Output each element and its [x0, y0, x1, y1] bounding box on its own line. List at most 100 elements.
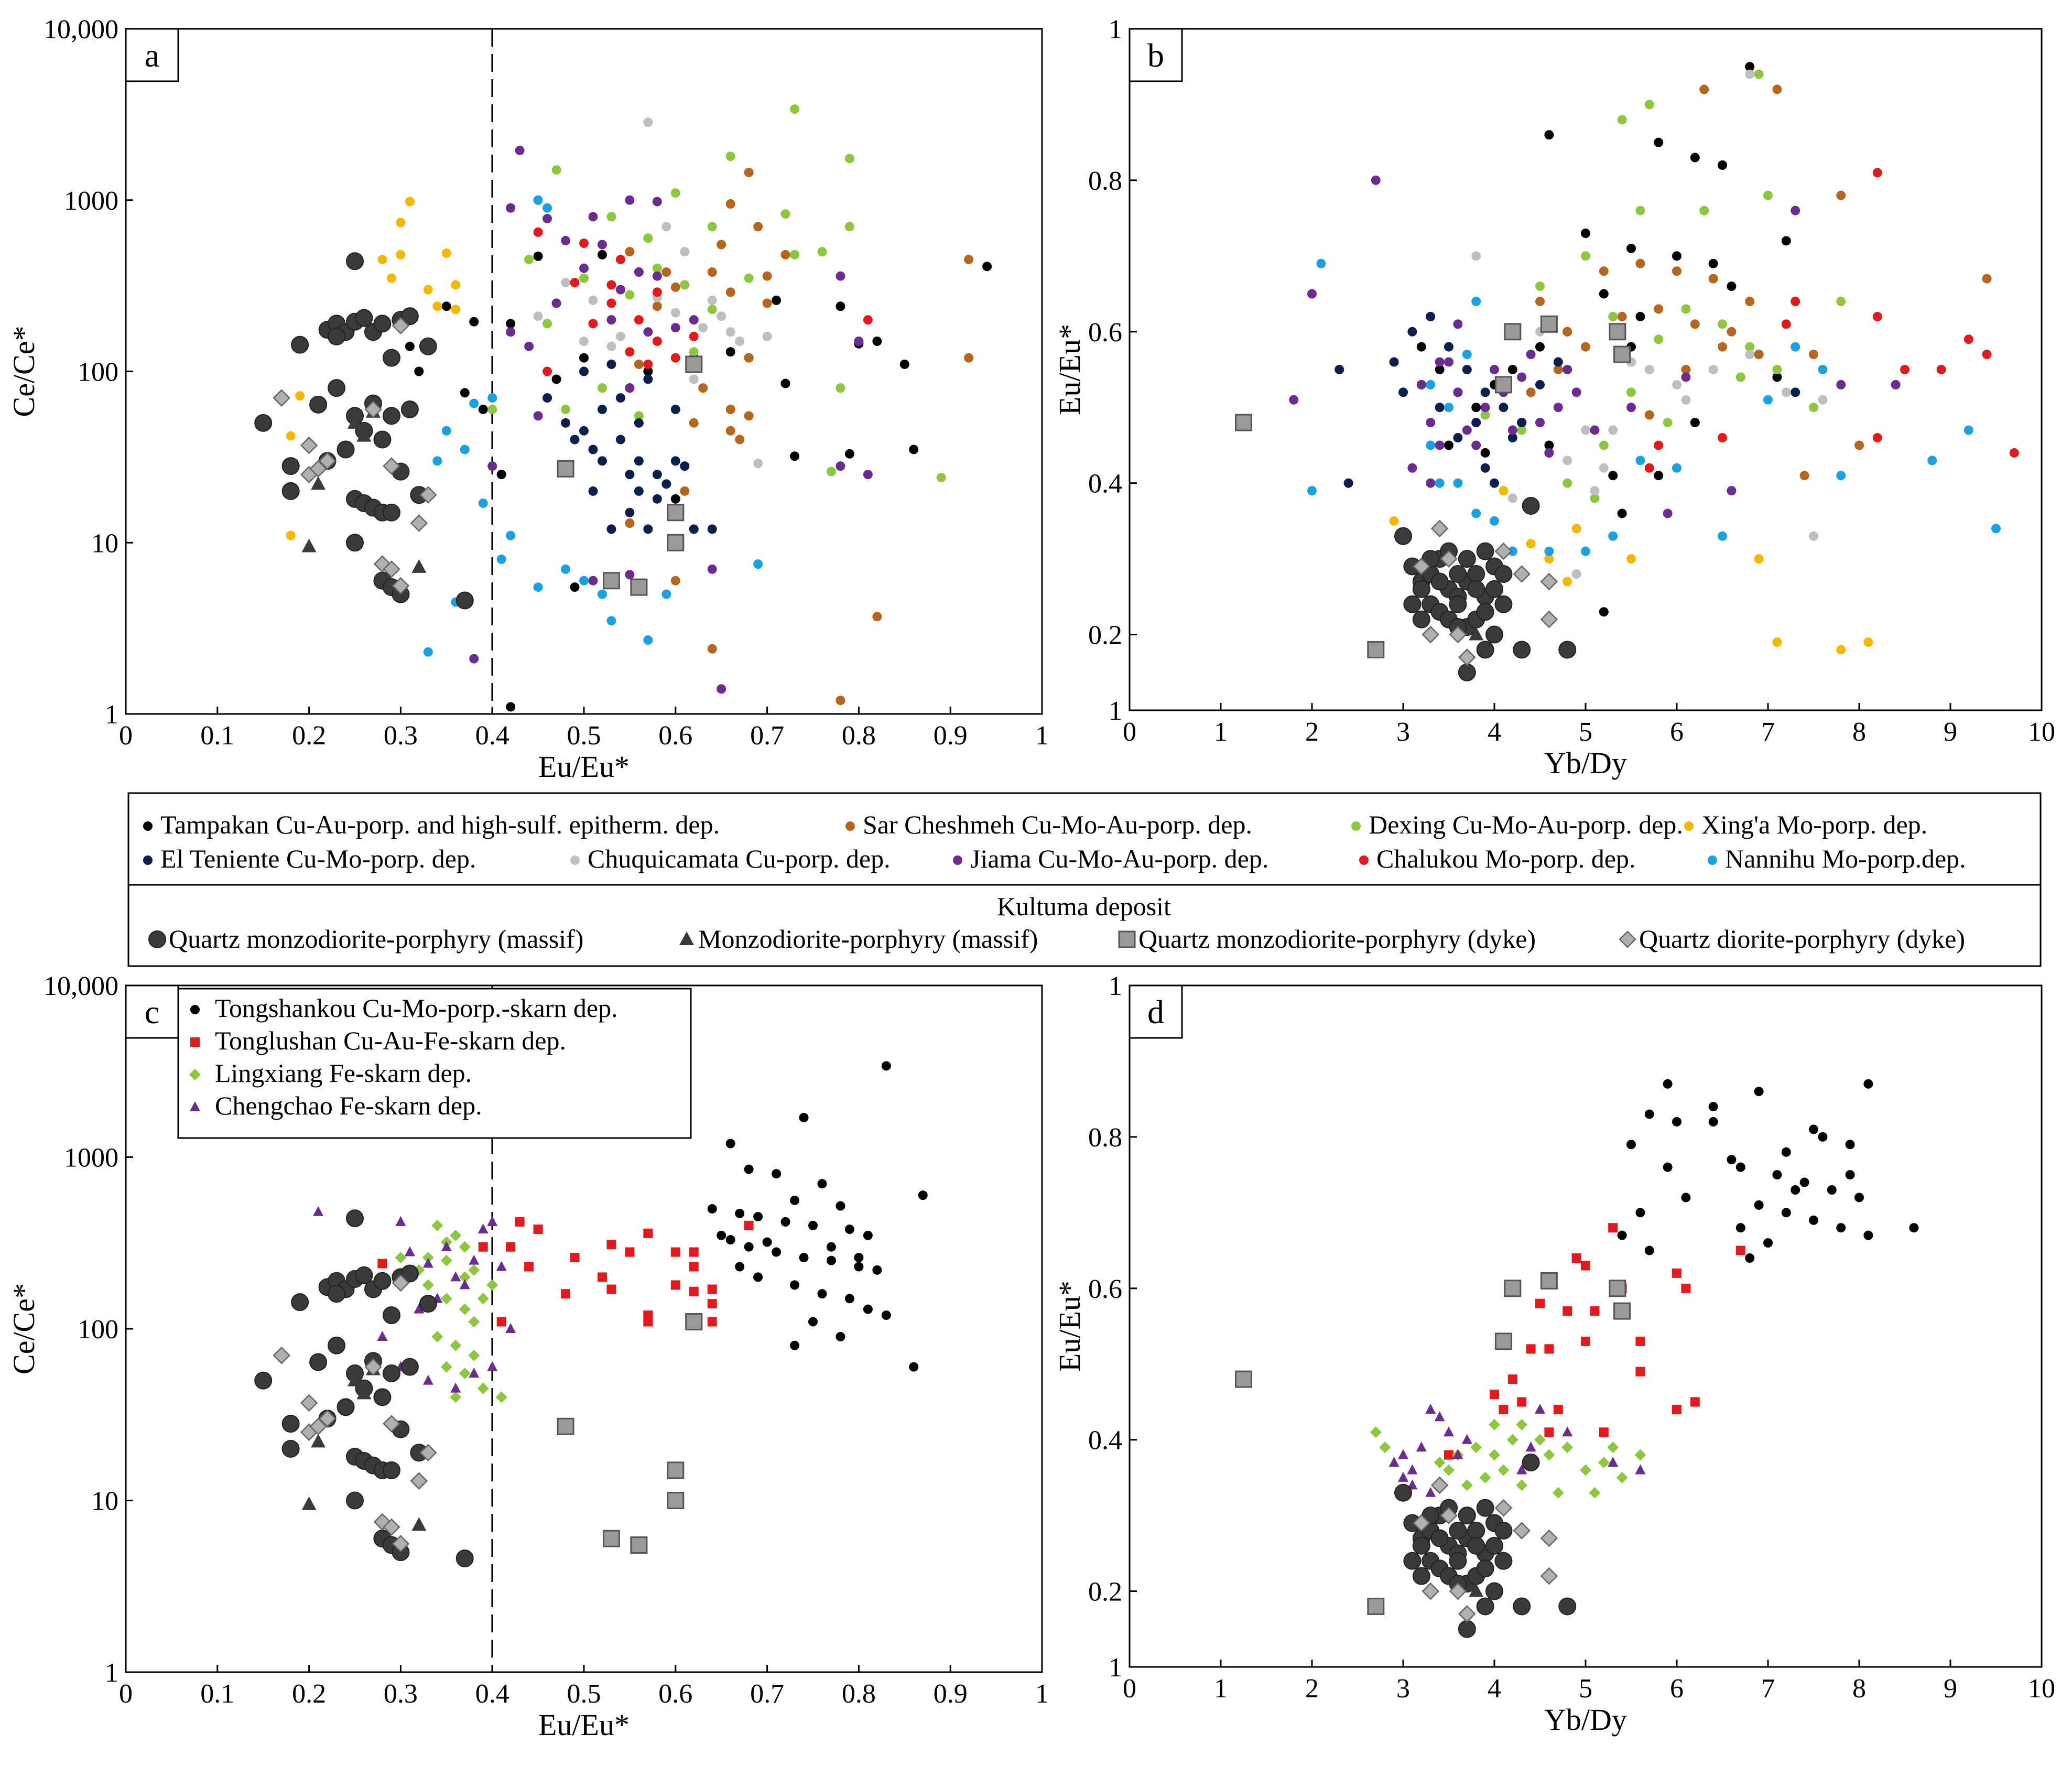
- data-point: [1635, 258, 1645, 268]
- data-point: [936, 473, 946, 483]
- data-point: [1809, 350, 1818, 360]
- panel-label: d: [1147, 993, 1164, 1031]
- data-point: [1599, 1427, 1609, 1437]
- data-point: [836, 271, 845, 281]
- data-point: [1307, 486, 1317, 496]
- data-point: [1663, 418, 1673, 428]
- data-point: [1672, 251, 1682, 261]
- data-point: [735, 336, 745, 346]
- data-point: [625, 518, 635, 528]
- y-tick-label: 0.6: [1088, 1274, 1122, 1304]
- data-point: [1891, 380, 1901, 389]
- data-point: [1590, 425, 1600, 435]
- data-point: [643, 327, 653, 337]
- y-axis-title: Ce/Ce*: [7, 326, 41, 417]
- data-point: [588, 319, 598, 329]
- data-point: [1367, 641, 1385, 658]
- data-point: [1562, 1426, 1573, 1437]
- x-tick-label: 0: [1123, 1674, 1136, 1704]
- data-point: [1553, 1404, 1563, 1414]
- data-point: [685, 1313, 703, 1330]
- panel-label-box: [1129, 28, 1183, 82]
- data-point: [707, 305, 717, 315]
- data-point: [863, 1304, 873, 1314]
- data-point: [189, 1069, 201, 1080]
- data-point: [1367, 1597, 1385, 1615]
- x-tick-label: 1: [1035, 1679, 1049, 1709]
- panel-label: a: [145, 37, 159, 74]
- data-point: [1654, 334, 1664, 344]
- data-point: [1476, 641, 1494, 659]
- data-point: [725, 199, 735, 209]
- data-point: [1544, 130, 1554, 140]
- data-point: [1672, 463, 1682, 473]
- data-point: [469, 398, 479, 408]
- data-point: [1634, 1449, 1646, 1461]
- data-point: [1412, 1567, 1430, 1585]
- data-point: [419, 1295, 437, 1313]
- data-point: [1599, 607, 1609, 617]
- data-point: [561, 418, 571, 428]
- data-point: [1413, 1514, 1430, 1532]
- data-point: [1571, 524, 1581, 534]
- data-point: [506, 530, 516, 540]
- data-point: [1644, 365, 1654, 374]
- data-point: [570, 435, 580, 445]
- data-point: [382, 1306, 400, 1325]
- data-point: [337, 1398, 355, 1416]
- data-point: [1836, 380, 1846, 389]
- data-point: [1818, 395, 1828, 405]
- data-point: [836, 1331, 845, 1341]
- y-axis-title: Eu/Eu*: [1053, 1281, 1087, 1372]
- data-point: [441, 426, 451, 436]
- data-point: [606, 1240, 616, 1250]
- series-chuquicamata: [1471, 69, 1828, 579]
- data-point: [1435, 478, 1445, 488]
- plot-frame: [1129, 984, 2043, 1668]
- data-point: [799, 1253, 809, 1263]
- data-point: [652, 470, 662, 480]
- data-point: [1809, 403, 1818, 413]
- data-point: [1763, 190, 1773, 200]
- data-point: [881, 1310, 891, 1320]
- data-point: [1476, 603, 1494, 621]
- data-point: [744, 168, 754, 178]
- data-point: [689, 418, 699, 428]
- x-tick-label: 0.5: [567, 721, 601, 751]
- series-tonglushan: [1444, 1223, 1745, 1460]
- data-point: [1513, 1597, 1531, 1616]
- legend-marker-tampakan: [143, 821, 153, 831]
- data-point: [400, 307, 419, 326]
- data-point: [1469, 1583, 1484, 1597]
- data-point: [1426, 478, 1436, 488]
- data-point: [1499, 486, 1509, 496]
- data-point: [1599, 266, 1609, 276]
- data-point: [670, 404, 680, 414]
- data-point: [1608, 1457, 1619, 1467]
- data-point: [1371, 175, 1381, 185]
- data-point: [1416, 1442, 1427, 1452]
- data-point: [772, 295, 782, 305]
- data-point: [404, 1246, 415, 1256]
- data-point: [405, 341, 415, 351]
- data-point: [707, 222, 717, 232]
- y-axis-title: Eu/Eu*: [1053, 324, 1087, 415]
- data-point: [533, 582, 543, 592]
- data-point: [1613, 1302, 1631, 1320]
- series-mp_massif: [301, 1361, 427, 1531]
- data-point: [455, 1549, 474, 1567]
- data-point: [753, 222, 763, 232]
- data-point: [328, 1285, 346, 1303]
- legend-marker-nannihu: [1708, 855, 1717, 865]
- data-point: [561, 404, 571, 414]
- series-qmp_dyke: [557, 1313, 703, 1554]
- data-point: [1544, 1427, 1554, 1437]
- data-point: [1389, 516, 1399, 526]
- data-point: [1654, 137, 1664, 147]
- data-point: [762, 298, 772, 308]
- x-tick-label: 0.1: [200, 1679, 234, 1709]
- data-point: [400, 1264, 419, 1283]
- series-sarcheshmeh: [625, 168, 974, 706]
- data-point: [863, 1230, 873, 1240]
